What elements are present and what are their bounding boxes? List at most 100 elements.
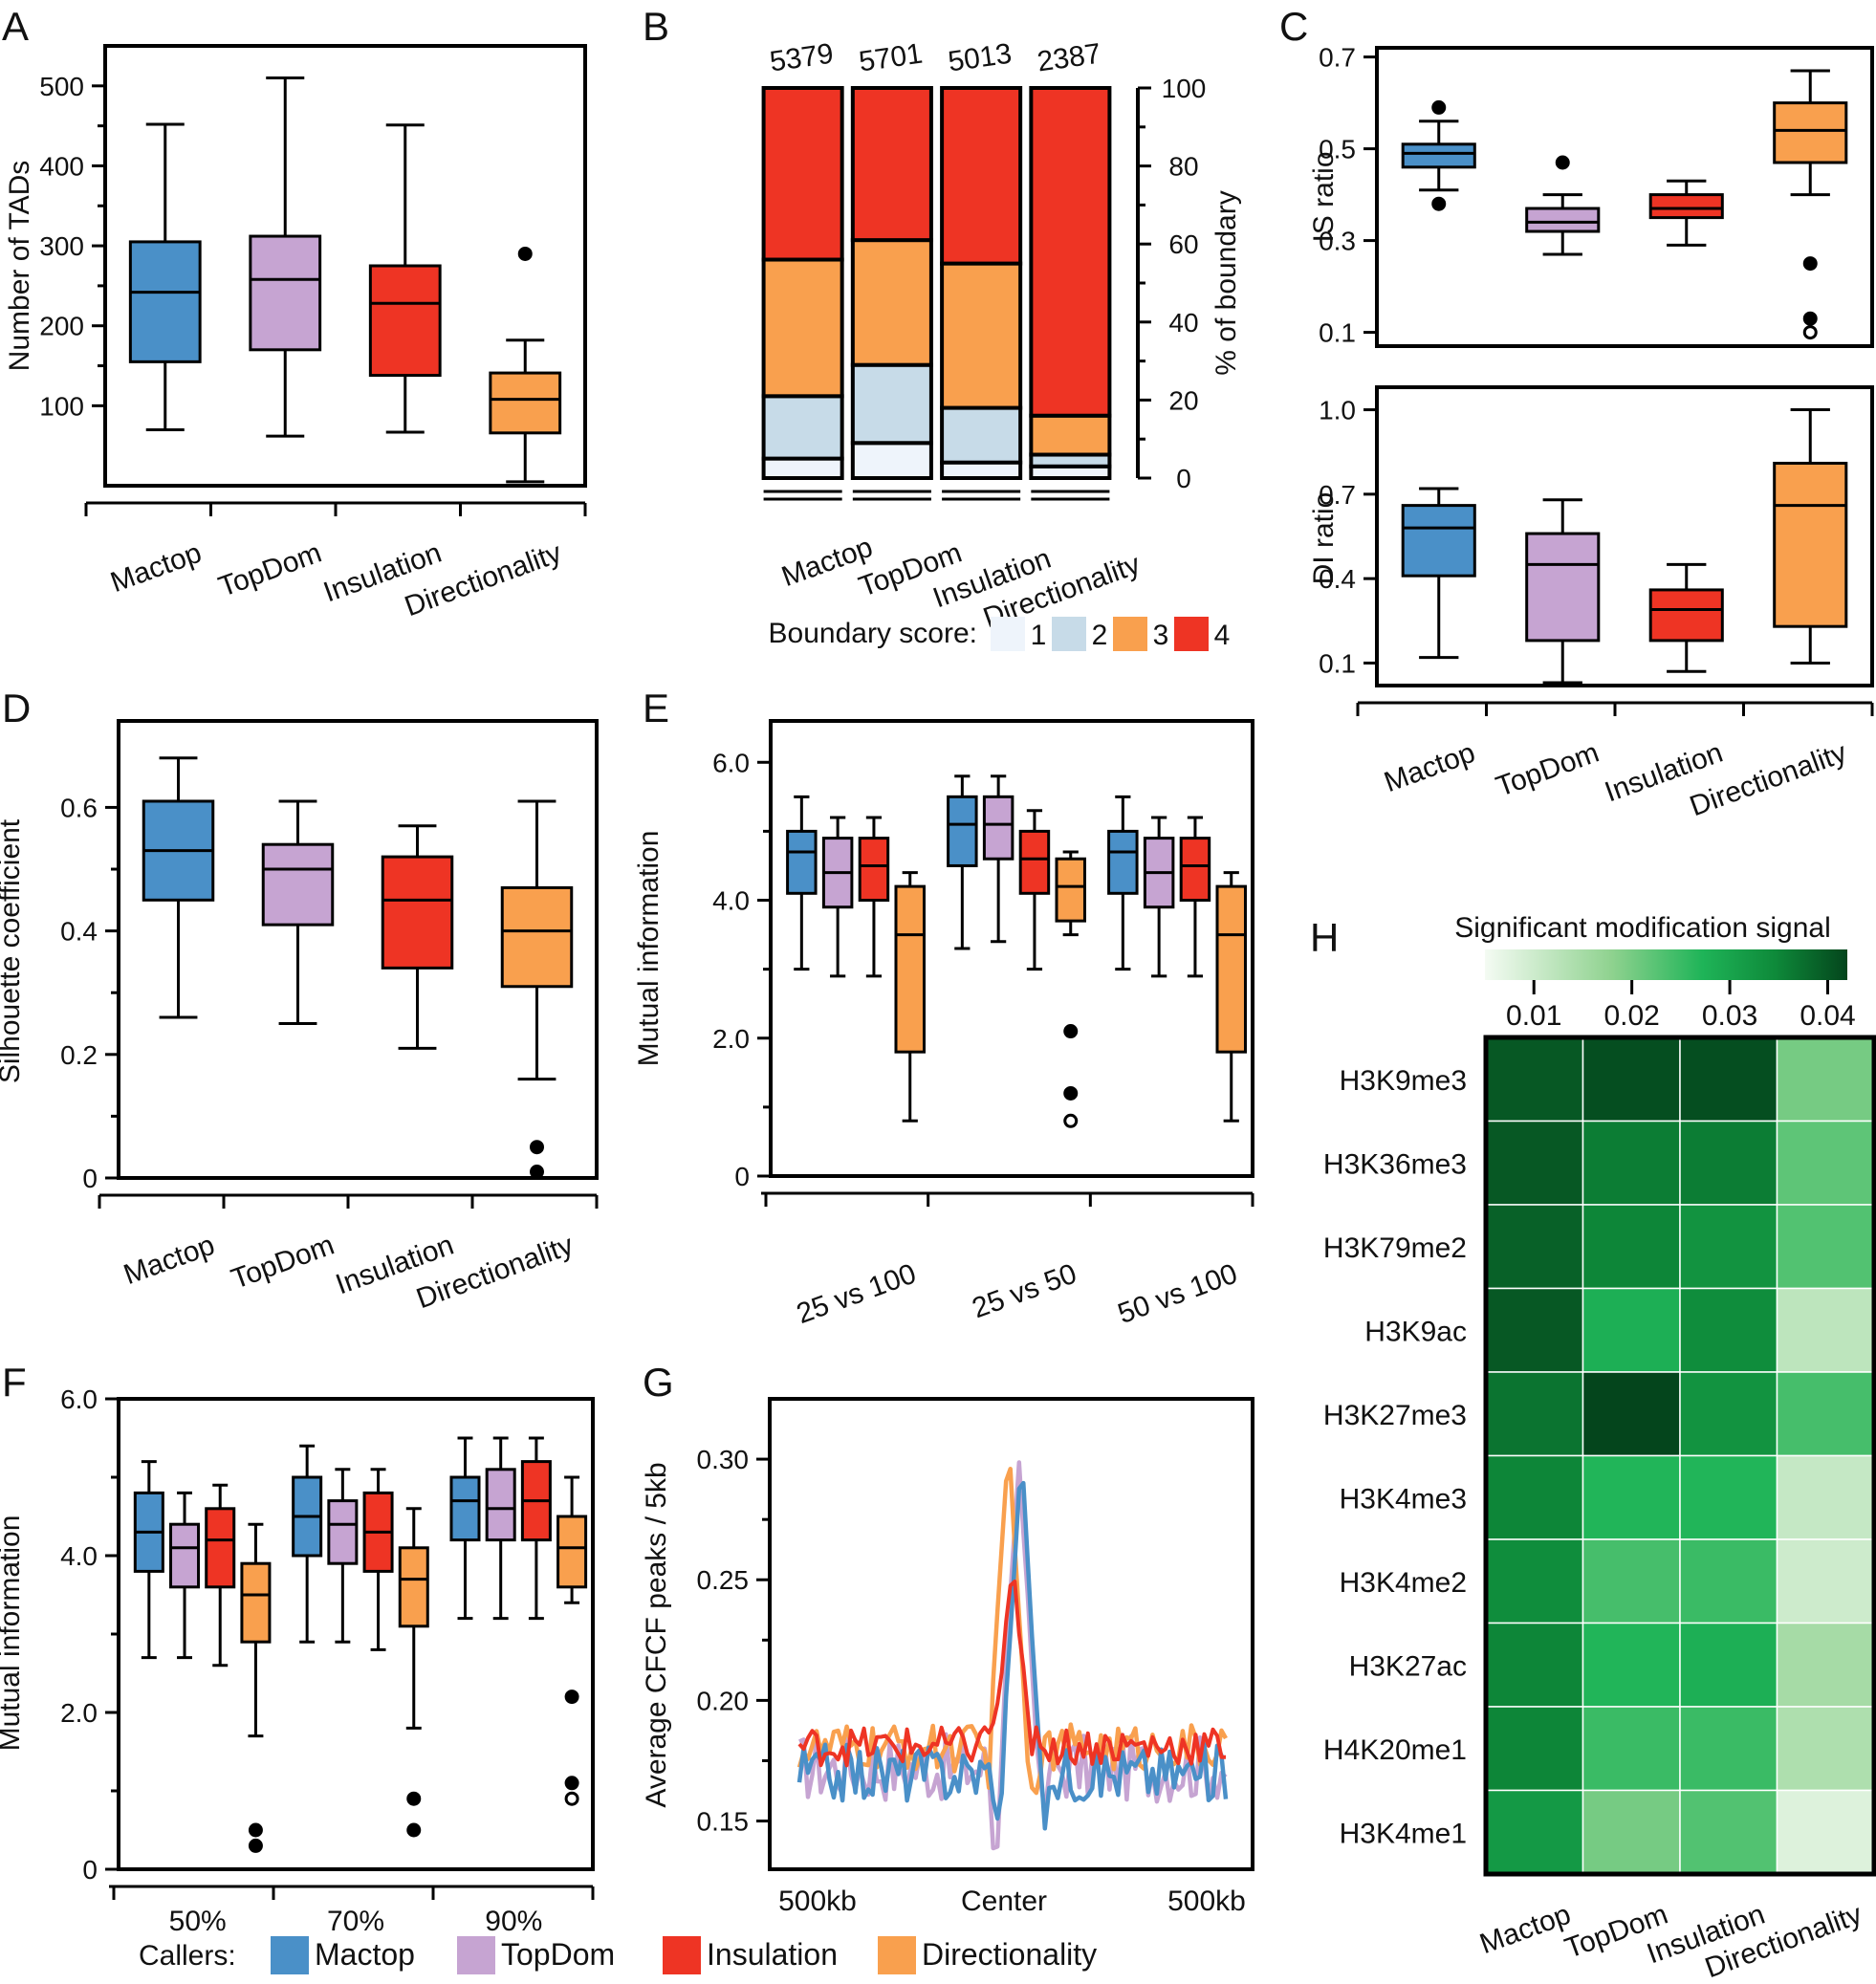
plot-frame (117, 719, 599, 1180)
column-label: Mactop (1475, 1899, 1575, 1961)
outlier-point (1802, 325, 1818, 340)
box-iqr (947, 795, 978, 867)
panel-label: G (643, 1360, 674, 1405)
x-tick-label: 90% (485, 1906, 542, 1937)
heatmap-cell (1776, 1287, 1875, 1373)
x-tick-label: TopDom (214, 537, 325, 603)
row-label: H3K4me2 (1340, 1567, 1467, 1599)
x-tick-label: 50 vs 100 (1114, 1258, 1242, 1331)
x-tick-label: 25 vs 50 (969, 1258, 1081, 1325)
colorbar-tick-label: 0.01 (1506, 1000, 1561, 1032)
stacked-segment (850, 441, 933, 480)
heatmap-cell (1679, 1622, 1778, 1708)
legend-swatch (1052, 617, 1086, 651)
legend-label: Insulation (707, 1937, 838, 1972)
legend-label: 4 (1214, 620, 1231, 651)
heatmap-cell (1485, 1287, 1584, 1373)
plot-frame (769, 719, 1254, 1178)
colorbar (1485, 949, 1847, 980)
heatmap-cell (1485, 1204, 1584, 1290)
heatmap-cell (1582, 1706, 1681, 1792)
x-tick-label: 500kb (778, 1886, 857, 1917)
legend-label: Mactop (315, 1937, 415, 1972)
heatmap-cell (1679, 1706, 1778, 1792)
heatmap-cell (1776, 1371, 1875, 1457)
box-iqr (128, 240, 202, 363)
panel-label: A (2, 4, 29, 49)
box-iqr (169, 1522, 201, 1589)
heatmap-cell (1582, 1538, 1681, 1624)
x-tick-label: TopDom (1492, 737, 1603, 803)
box-iqr (489, 371, 562, 435)
box-iqr (1525, 207, 1601, 233)
panel-label: H (1310, 915, 1339, 960)
box-iqr (894, 884, 926, 1054)
outlier-point (564, 1791, 579, 1806)
legend-title: Boundary score: (769, 618, 977, 649)
box-iqr (1401, 142, 1476, 169)
legend-swatch (1174, 617, 1209, 651)
y-tick-label: 0.1 (1319, 318, 1356, 348)
row-label: H3K27me3 (1323, 1400, 1467, 1431)
row-label: H4K20me1 (1323, 1734, 1467, 1766)
outlier-point (530, 1140, 544, 1155)
x-tick-label: 50% (169, 1906, 227, 1937)
x-tick-label: Center (961, 1886, 1047, 1917)
legend-swatch (271, 1936, 309, 1974)
y-tick-label: 500 (39, 72, 84, 101)
y-tick-label: 0.3 (1319, 227, 1356, 256)
heatmap-cell (1679, 1204, 1778, 1290)
box-iqr (500, 885, 574, 989)
row-label: H3K4me3 (1340, 1483, 1467, 1515)
panel-label: B (643, 4, 669, 49)
y-tick-label: 0 (82, 1855, 98, 1885)
colorbar-tick-label: 0.02 (1603, 1000, 1659, 1032)
heatmap-cell (1776, 1036, 1875, 1123)
box-iqr (982, 795, 1014, 861)
outlier-point (530, 1165, 544, 1180)
legend-swatch (663, 1936, 701, 1974)
heatmap-cell (1485, 1706, 1584, 1792)
callers-legend: Callers: Mactop TopDom Insulation Directiona… (139, 1936, 1097, 1974)
heatmap-cell (1776, 1120, 1875, 1206)
heatmap-cell (1485, 1622, 1584, 1708)
y-tick-label: 80 (1168, 152, 1198, 182)
panel-a: 100 200 300 400 500 Number of TADs Mactop TopDo… (4, 44, 587, 622)
stacked-segment (1029, 413, 1112, 457)
heatmap-cell (1485, 1538, 1584, 1624)
x-tick-label: Mactop (120, 1230, 219, 1292)
stacked-segment (940, 405, 1023, 465)
y-tick-label: 100 (39, 391, 84, 421)
y-tick-label: 0.20 (697, 1686, 750, 1715)
row-label: H3K9me3 (1340, 1065, 1467, 1097)
y-tick-label: 0 (82, 1164, 98, 1193)
heatmap-cell (1582, 1454, 1681, 1540)
panel-g: 0.15 0.20 0.25 0.30 Average CFCF peaks / 5kb… (641, 1397, 1254, 1917)
box-iqr (240, 1561, 272, 1644)
heatmap-cell (1679, 1036, 1778, 1123)
outlier-point (1063, 1085, 1079, 1101)
row-label: H3K4me1 (1340, 1818, 1467, 1849)
plot-frame (103, 44, 587, 488)
legend-label: TopDom (501, 1937, 615, 1972)
row-label: H3K27ac (1349, 1650, 1467, 1682)
y-tick-label: 6.0 (712, 748, 750, 777)
outlier-point (248, 1838, 263, 1853)
outlier-point (406, 1791, 422, 1806)
heatmap-cell (1679, 1454, 1778, 1540)
stacked-segment (761, 456, 844, 481)
plot-frame (1375, 46, 1874, 348)
outlier-point (1431, 99, 1447, 115)
panel-b: 5379Mactop5701TopDom5013Insulation2387Di… (761, 38, 1242, 651)
legend-label: Directionality (922, 1937, 1097, 1972)
stacked-segment (850, 86, 933, 243)
heatmap-cell (1776, 1204, 1875, 1290)
box-iqr (368, 264, 442, 378)
heatmap-frame (1483, 1035, 1876, 1877)
series-line-insulation (797, 1580, 1227, 1768)
x-tick-label: Mactop (1380, 737, 1479, 799)
y-tick-label: 0.5 (1319, 135, 1356, 164)
y-axis-label: IS ratio (1308, 151, 1340, 242)
heatmap-cell (1582, 1622, 1681, 1708)
legend-swatch (1113, 617, 1147, 651)
